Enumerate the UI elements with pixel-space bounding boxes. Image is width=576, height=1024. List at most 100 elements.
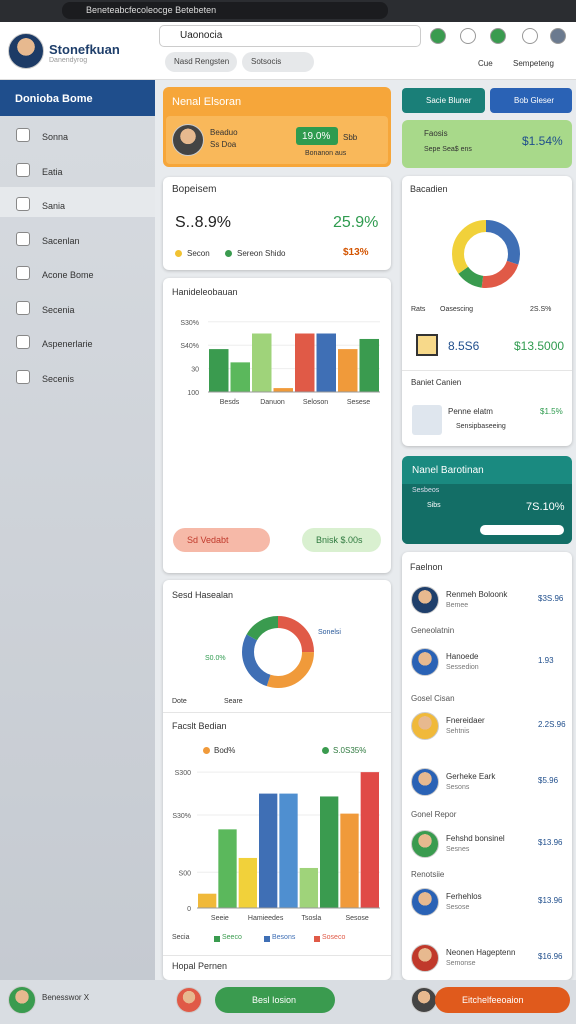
- bar: [230, 362, 250, 392]
- legend-label: Sereon Shido: [237, 249, 286, 258]
- menu-item[interactable]: Secenis: [42, 373, 75, 384]
- menu-icon: [16, 162, 30, 177]
- sidebar-title: Donioba Bome: [15, 93, 93, 105]
- avatar: [411, 944, 439, 972]
- bar: [238, 857, 257, 908]
- person-value: $3S.96: [538, 594, 564, 603]
- person-name[interactable]: Hanoede: [446, 652, 479, 661]
- action-button[interactable]: [402, 88, 485, 113]
- card-title: Hanideleobauan: [172, 287, 238, 297]
- divider: [163, 712, 391, 713]
- x-tick-label: Sesese: [347, 399, 370, 406]
- x-tick-label: Sesose: [345, 915, 368, 922]
- icon[interactable]: [550, 28, 566, 44]
- person-value: $5.96: [538, 776, 559, 785]
- action-label[interactable]: Bob Gleser: [514, 96, 555, 105]
- menu-item[interactable]: Sacenlan: [42, 235, 80, 246]
- person-name[interactable]: Renmeh Boloonk: [446, 590, 508, 599]
- avatar: [411, 586, 439, 614]
- person-value: $13.96: [538, 896, 563, 905]
- chart: 100 30 S40% S30% Besds Danuon Seloson Sesese: [180, 320, 380, 406]
- people-card: [402, 552, 572, 980]
- avatar: [8, 986, 36, 1014]
- avatar: [411, 712, 439, 740]
- menu-item[interactable]: Sania: [42, 201, 66, 211]
- bar: [273, 388, 293, 392]
- avatar: [411, 888, 439, 916]
- menu-icon: [16, 231, 30, 246]
- avatar: [172, 124, 204, 156]
- person-name[interactable]: Ferhehlos: [446, 892, 482, 901]
- person-value: $13.96: [538, 838, 563, 847]
- x-tick-label: Tsosla: [301, 915, 321, 922]
- icon: [416, 334, 438, 356]
- group-title: Renotsiie: [411, 870, 445, 879]
- bar: [252, 333, 272, 392]
- y-tick-label: S30%: [180, 320, 199, 327]
- action-label[interactable]: Sacie Bluner: [426, 96, 472, 105]
- sidebar: [0, 80, 155, 980]
- button[interactable]: [173, 528, 270, 552]
- button-label[interactable]: Besl Iosion: [252, 995, 297, 1005]
- footer-button[interactable]: [435, 987, 570, 1013]
- menu-item[interactable]: Aspenerlarie: [42, 339, 93, 349]
- y-tick-label: S00: [179, 870, 192, 877]
- url-box[interactable]: [62, 2, 388, 19]
- person-name[interactable]: Fehshd bonsinel: [446, 834, 505, 843]
- overview-card: [163, 177, 391, 270]
- metric: 25.9%: [333, 214, 379, 231]
- x-tick-label: Besds: [220, 399, 240, 406]
- chip-label[interactable]: Nasd Rengsten: [174, 57, 230, 66]
- group-title: Geneolatnin: [411, 626, 455, 635]
- person-name[interactable]: Neonen Hageptenn: [446, 948, 516, 957]
- menu-item[interactable]: Sonna: [42, 132, 69, 142]
- bar: [198, 893, 217, 908]
- chip-label[interactable]: Sotsocis: [251, 57, 282, 66]
- icon[interactable]: [490, 28, 506, 44]
- icon[interactable]: [460, 28, 476, 44]
- badge-text: 19.0%: [302, 131, 331, 142]
- chart: 0 S00 S30% S300 Seeie Hamieedes Tsosla Sesose: [172, 770, 380, 922]
- search-box[interactable]: [159, 25, 421, 47]
- donut-segment: [242, 616, 314, 688]
- donut-label: Rats: [411, 306, 426, 313]
- button-label[interactable]: Eitchelfeeoaion: [462, 995, 524, 1005]
- footer-button[interactable]: [215, 987, 335, 1013]
- person-name[interactable]: Gerheke Eark: [446, 772, 496, 781]
- action-button[interactable]: [490, 88, 572, 113]
- button-label[interactable]: Bnisk $.00s: [316, 535, 363, 545]
- chip[interactable]: [242, 52, 314, 72]
- item-value: $1.5%: [540, 407, 563, 416]
- person-name[interactable]: Fnereidaer: [446, 716, 485, 725]
- avatar: [411, 987, 437, 1013]
- menu-item[interactable]: Secenia: [42, 304, 75, 315]
- button-label[interactable]: Sd Vedabt: [187, 535, 229, 545]
- person-sub: Sesose: [446, 904, 470, 911]
- legend-dot: [214, 936, 220, 942]
- status: Cue: [478, 59, 493, 68]
- y-tick-label: 30: [191, 367, 199, 374]
- avatar: [411, 648, 439, 676]
- button[interactable]: [302, 528, 381, 552]
- search-text[interactable]: Uaonocia: [180, 30, 223, 41]
- donut-segment: [242, 616, 314, 688]
- menu-icon: [16, 335, 30, 349]
- badge: [296, 127, 338, 145]
- footer-user: Benesswor X: [42, 993, 90, 1002]
- legend-dot: [225, 250, 232, 257]
- icon[interactable]: [522, 28, 538, 44]
- donut-label: Dote: [172, 698, 187, 705]
- person-sub: Sesnes: [446, 846, 470, 853]
- card-title: Nenal Elsoran: [172, 96, 242, 108]
- chart-card: [163, 580, 391, 980]
- menu-icon: [16, 266, 30, 280]
- bar: [340, 813, 359, 908]
- bar: [259, 793, 278, 908]
- person-sub: Sessedion: [446, 664, 479, 671]
- chart-card: [163, 278, 391, 573]
- icon[interactable]: [430, 28, 446, 44]
- bar: [295, 333, 315, 392]
- chip[interactable]: [165, 52, 237, 72]
- menu-item[interactable]: Acone Bome: [42, 270, 94, 280]
- menu-item[interactable]: Eatia: [42, 166, 63, 177]
